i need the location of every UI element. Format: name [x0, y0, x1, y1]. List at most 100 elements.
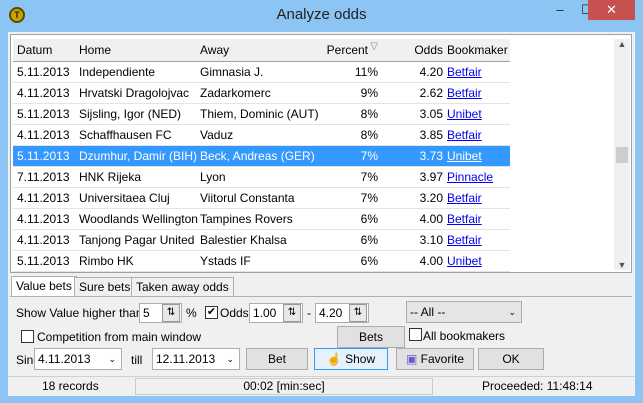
favorite-button[interactable]: ▣ Favorite: [396, 348, 474, 370]
scroll-up-icon[interactable]: ▲: [617, 39, 627, 49]
col-percent[interactable]: Percent ▽: [313, 39, 378, 62]
col-datum[interactable]: Datum: [17, 43, 53, 57]
cell-home: Hrvatski Dragolojvac: [79, 86, 190, 100]
cell-home: Tanjong Pagar United: [79, 233, 195, 247]
cell-datum: 5.11.2013: [17, 149, 70, 163]
book-icon: ▣: [405, 352, 418, 366]
cell-datum: 4.11.2013: [17, 86, 70, 100]
till-label: till: [131, 353, 143, 367]
vertical-scrollbar[interactable]: ▲ ▼: [614, 39, 630, 270]
odds-min-spinner-icon[interactable]: ⇅: [283, 304, 301, 322]
cell-odds: 4.00: [419, 212, 443, 226]
table-row[interactable]: 5.11.2013 Rimbo HK Ystads IF 6% 4.00 Unibet: [13, 251, 510, 272]
cell-datum: 4.11.2013: [17, 191, 70, 205]
bookmaker-select[interactable]: -- All -- ⌄: [406, 301, 522, 323]
bookmaker-link[interactable]: Unibet: [447, 107, 482, 121]
filter-panel: [10, 296, 632, 374]
bookmaker-link[interactable]: Unibet: [447, 254, 482, 268]
bookmaker-link[interactable]: Unibet: [447, 149, 482, 163]
cell-home: Sijsling, Igor (NED): [79, 107, 182, 121]
cell-home: Rimbo HK: [79, 254, 134, 268]
till-date-picker[interactable]: 12.11.2013 ⌄: [152, 348, 240, 370]
app-logo-icon: T: [9, 7, 25, 23]
bookmaker-link[interactable]: Betfair: [447, 212, 482, 226]
bookmaker-link[interactable]: Betfair: [447, 128, 482, 142]
cell-percent: 7%: [360, 191, 378, 205]
bet-button[interactable]: Bet: [246, 348, 308, 370]
odds-label: Odds: [220, 306, 249, 320]
value-input[interactable]: 5 ⇅: [139, 303, 182, 323]
tab-sure-bets[interactable]: Sure bets: [74, 277, 136, 297]
cell-away: Zadarkomerc: [200, 86, 271, 100]
table-row[interactable]: 4.11.2013 Schaffhausen FC Vaduz 8% 3.85 Betfa…: [13, 125, 510, 146]
cell-away: Vaduz: [200, 128, 234, 142]
cell-odds: 3.05: [419, 107, 443, 121]
cell-home: Universitaea Cluj: [79, 191, 170, 205]
chevron-down-icon: ⌄: [108, 354, 116, 364]
odds-checkbox[interactable]: ✔: [205, 306, 218, 319]
cell-datum: 4.11.2013: [17, 128, 70, 142]
bookmaker-link[interactable]: Pinnacle: [447, 170, 494, 184]
bookmaker-select-value: -- All --: [410, 305, 446, 319]
table-row[interactable]: 7.11.2013 HNK Rijeka Lyon 7% 3.97 Pinnacle: [13, 167, 510, 188]
table-row[interactable]: 4.11.2013 Tanjong Pagar United Balestier K…: [13, 230, 510, 251]
col-bookmaker[interactable]: Bookmaker: [447, 43, 508, 57]
hand-pointer-icon: ☝: [326, 352, 342, 366]
cell-percent: 6%: [360, 254, 378, 268]
cell-percent: 7%: [360, 149, 378, 163]
odds-min-text: 1.00: [253, 306, 277, 320]
maximize-button[interactable]: ☐: [581, 2, 593, 17]
bets-button[interactable]: Bets: [337, 326, 405, 348]
all-bookmakers-checkbox[interactable]: [409, 328, 422, 341]
elapsed-time: 00:02 [min:sec]: [135, 378, 433, 395]
competition-checkbox[interactable]: [21, 330, 34, 343]
col-home[interactable]: Home: [79, 43, 112, 57]
scroll-down-icon[interactable]: ▼: [617, 260, 627, 270]
tab-value-bets[interactable]: Value bets: [11, 276, 77, 297]
show-button[interactable]: ☝ Show: [314, 348, 388, 370]
show-button-label: Show: [345, 352, 376, 366]
competition-label: Competition from main window: [37, 330, 202, 344]
odds-grid: Datum Home Away Percent ▽ Odds Bookmaker …: [10, 34, 632, 273]
cell-odds: 3.73: [419, 149, 443, 163]
show-value-label: Show Value higher than: [16, 306, 143, 320]
odds-max-spinner-icon[interactable]: ⇅: [349, 304, 367, 322]
cell-odds: 2.62: [419, 86, 443, 100]
cell-away: Viitorul Constanta: [200, 191, 295, 205]
percent-label: %: [186, 306, 197, 320]
table-row[interactable]: 5.11.2013 Dzumhur, Damir (BIH) Beck, Andre…: [13, 146, 510, 167]
value-spinner-icon[interactable]: ⇅: [162, 304, 180, 322]
cell-away: Thiem, Dominic (AUT): [200, 107, 319, 121]
cell-percent: 8%: [360, 128, 378, 142]
cell-home: Independiente: [79, 65, 156, 79]
table-row[interactable]: 5.11.2013 Independiente Gimnasia J. 11% 4.20…: [13, 62, 510, 83]
bookmaker-link[interactable]: Betfair: [447, 233, 482, 247]
ok-button[interactable]: OK: [478, 348, 544, 370]
cell-away: Tampines Rovers: [200, 212, 293, 226]
odds-min-input[interactable]: 1.00 ⇅: [249, 303, 303, 323]
scroll-thumb[interactable]: [616, 147, 628, 163]
table-row[interactable]: 5.11.2013 Sijsling, Igor (NED) Thiem, Domi…: [13, 104, 510, 125]
cell-percent: 11%: [354, 65, 378, 79]
cell-odds: 3.85: [419, 128, 443, 142]
bookmaker-link[interactable]: Betfair: [447, 65, 482, 79]
bookmaker-link[interactable]: Betfair: [447, 191, 482, 205]
table-row[interactable]: 4.11.2013 Woodlands Wellington Tampines Ro…: [13, 209, 510, 230]
minimize-button[interactable]: –: [556, 2, 564, 17]
col-away[interactable]: Away: [200, 43, 230, 57]
close-button[interactable]: ✕: [588, 0, 635, 20]
cell-datum: 4.11.2013: [17, 233, 70, 247]
tab-taken-away-odds[interactable]: Taken away odds: [131, 277, 234, 297]
bookmaker-link[interactable]: Betfair: [447, 86, 482, 100]
records-count: 18 records: [42, 379, 99, 393]
cell-away: Balestier Khalsa: [200, 233, 287, 247]
cell-away: Beck, Andreas (GER): [200, 149, 315, 163]
cell-away: Lyon: [200, 170, 226, 184]
table-row[interactable]: 4.11.2013 Universitaea Cluj Viitorul Const…: [13, 188, 510, 209]
table-row[interactable]: 4.11.2013 Hrvatski Dragolojvac Zadarkomerc…: [13, 83, 510, 104]
cell-odds: 4.20: [419, 65, 443, 79]
odds-max-text: 4.20: [319, 306, 343, 320]
col-odds[interactable]: Odds: [414, 43, 443, 57]
since-date-picker[interactable]: 4.11.2013 ⌄: [34, 348, 122, 370]
odds-max-input[interactable]: 4.20 ⇅: [315, 303, 369, 323]
